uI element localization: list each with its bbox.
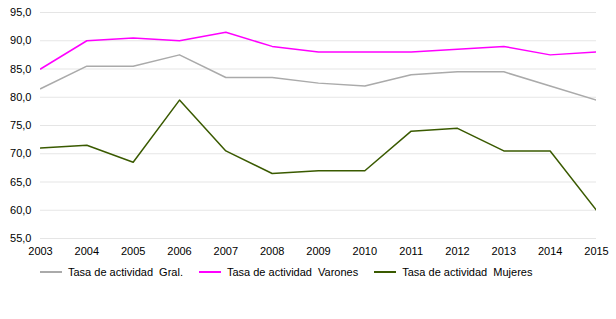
svg-text:2004: 2004 [75,245,99,257]
svg-text:2013: 2013 [492,245,516,257]
svg-text:2010: 2010 [353,245,377,257]
svg-text:90,0: 90,0 [10,34,31,46]
svg-text:2009: 2009 [306,245,330,257]
svg-text:2008: 2008 [260,245,284,257]
svg-text:2005: 2005 [121,245,145,257]
svg-text:70,0: 70,0 [10,147,31,159]
svg-text:2014: 2014 [538,245,562,257]
html-text:Tasa de actividad Mujeres: Tasa de actividad Mujeres [402,266,533,278]
svg-text:2003: 2003 [28,245,52,257]
html-text:Tasa de actividad Gral.: Tasa de actividad Gral. [68,266,183,278]
svg-text:2015: 2015 [584,245,608,257]
svg-text:85,0: 85,0 [10,63,31,75]
svg-text:65,0: 65,0 [10,176,31,188]
svg-text:2007: 2007 [214,245,238,257]
svg-text:75,0: 75,0 [10,119,31,131]
svg-text:80,0: 80,0 [10,91,31,103]
svg-text:2012: 2012 [445,245,469,257]
svg-text:2011: 2011 [399,245,423,257]
svg-text:60,0: 60,0 [10,204,31,216]
svg-text:2006: 2006 [167,245,191,257]
svg-text:55,0: 55,0 [10,232,31,244]
html-text:Tasa de actividad Varones: Tasa de actividad Varones [227,266,359,278]
svg-text:95,0: 95,0 [10,6,31,18]
